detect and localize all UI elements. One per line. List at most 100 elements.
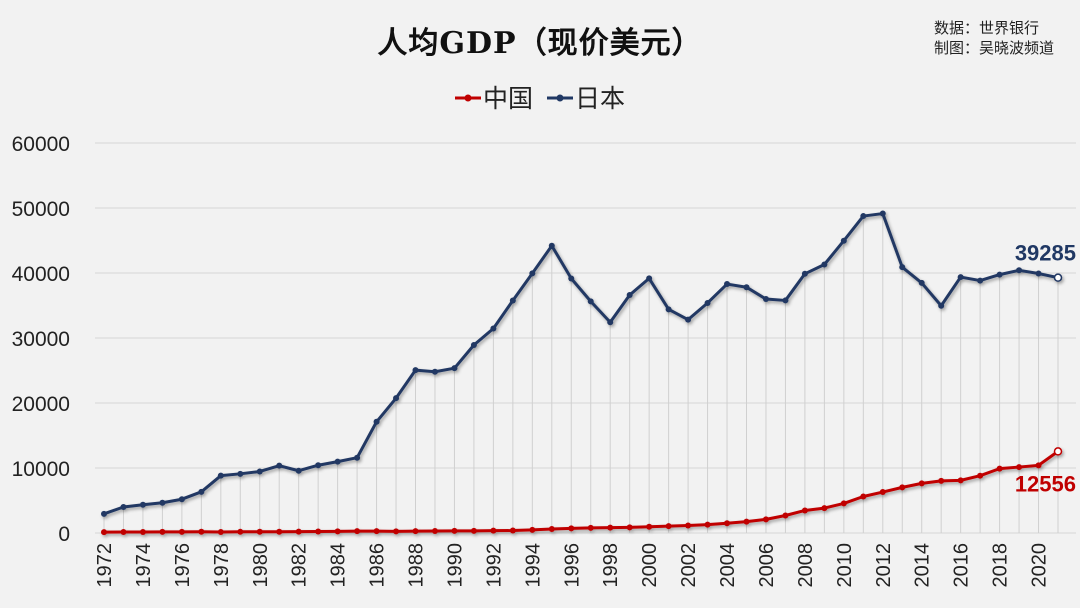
- series-lines: 12556 39285: [101, 210, 1076, 536]
- x-tick-label: 2012: [873, 543, 895, 588]
- data-point: [120, 528, 127, 535]
- x-tick-label: 2018: [990, 543, 1012, 588]
- x-tick-label: 1988: [406, 543, 428, 588]
- y-tick-label: 0: [58, 523, 70, 546]
- series-line: [103, 212, 1059, 516]
- data-point: [840, 237, 847, 244]
- data-point: [957, 274, 964, 281]
- legend-label: 日本: [575, 84, 625, 113]
- data-point: [393, 528, 400, 535]
- x-tick-label: 1980: [250, 543, 272, 588]
- data-point: [762, 296, 769, 303]
- data-point: [256, 468, 263, 475]
- x-tick-label: 1996: [561, 543, 583, 588]
- y-tick-label: 50000: [12, 198, 70, 221]
- data-point: [509, 297, 516, 304]
- data-point: [782, 297, 789, 304]
- x-tick-label: 2006: [756, 543, 778, 588]
- x-tick-label: 2000: [639, 543, 661, 588]
- data-point: [139, 501, 146, 508]
- x-tick-label: 1998: [600, 543, 622, 588]
- x-tick-label: 1976: [172, 543, 194, 588]
- data-point: [1035, 462, 1042, 469]
- series-1: [101, 210, 1063, 517]
- data-point: [568, 525, 575, 532]
- data-point: [178, 496, 185, 503]
- data-point: [470, 527, 477, 534]
- data-point: [120, 504, 127, 511]
- data-point: [821, 505, 828, 512]
- x-tick-label: 2020: [1029, 543, 1051, 588]
- data-point: [918, 279, 925, 286]
- data-point: [276, 462, 283, 469]
- data-point: [996, 465, 1003, 472]
- data-point: [529, 526, 536, 533]
- y-tick-label: 20000: [12, 393, 70, 416]
- x-tick-label: 2016: [951, 543, 973, 588]
- data-point: [217, 472, 224, 479]
- grid: [95, 142, 1076, 534]
- data-point: [198, 488, 205, 495]
- data-point: [178, 528, 185, 535]
- data-point: [685, 316, 692, 323]
- data-point: [724, 520, 731, 527]
- data-point: [879, 489, 886, 496]
- y-tick-label: 30000: [12, 328, 70, 351]
- x-tick-label: 2004: [717, 543, 739, 588]
- data-point: [743, 518, 750, 525]
- data-point: [451, 527, 458, 534]
- data-point: [237, 470, 244, 477]
- data-point: [801, 270, 808, 277]
- data-point: [607, 524, 614, 531]
- data-point: [938, 477, 945, 484]
- data-point: [159, 528, 166, 535]
- data-point: [490, 325, 497, 332]
- data-point: [470, 341, 477, 348]
- data-point: [354, 454, 361, 461]
- x-tick-label: 1986: [367, 543, 389, 588]
- data-point: [587, 524, 594, 531]
- data-point: [938, 302, 945, 309]
- data-point: [412, 367, 419, 374]
- data-point: [431, 527, 438, 534]
- data-point: [295, 467, 302, 474]
- x-tick-label: 1990: [444, 543, 466, 588]
- end-value-label: 39285: [1015, 241, 1076, 266]
- data-point: [607, 319, 614, 326]
- data-point: [1016, 464, 1023, 471]
- source-note: 数据：世界银行 制图：吴晓波频道: [934, 18, 1054, 58]
- data-point: [646, 275, 653, 282]
- legend: 中国 日本: [455, 84, 625, 113]
- legend-item-0: 中国: [455, 84, 533, 113]
- data-point: [354, 528, 361, 535]
- data-point: [256, 528, 263, 535]
- data-point: [860, 493, 867, 500]
- data-point: [840, 500, 847, 507]
- data-point: [860, 213, 867, 220]
- x-tick-label: 2002: [678, 543, 700, 588]
- data-point: [899, 264, 906, 271]
- legend-label: 中国: [483, 84, 533, 113]
- y-axis: 0 10000 20000 30000 40000 50000 60000: [12, 133, 70, 546]
- data-point: [568, 275, 575, 282]
- data-point: [957, 477, 964, 484]
- data-point: [373, 528, 380, 535]
- data-point: [1016, 267, 1023, 274]
- data-point: [548, 242, 555, 249]
- data-point: [1053, 447, 1063, 456]
- data-point: [762, 516, 769, 523]
- data-point: [412, 528, 419, 535]
- data-point: [646, 523, 653, 530]
- data-point: [626, 292, 633, 299]
- data-point: [217, 528, 224, 535]
- x-tick-label: 1978: [211, 543, 233, 588]
- x-tick-label: 1972: [94, 543, 116, 588]
- y-tick-label: 60000: [12, 133, 70, 156]
- source-line-author: 制图：吴晓波频道: [933, 39, 1054, 57]
- data-point: [918, 480, 925, 487]
- data-point: [899, 484, 906, 491]
- data-point: [101, 529, 107, 536]
- x-tick-label: 2014: [912, 543, 934, 588]
- data-point: [977, 472, 984, 479]
- data-point: [743, 284, 750, 291]
